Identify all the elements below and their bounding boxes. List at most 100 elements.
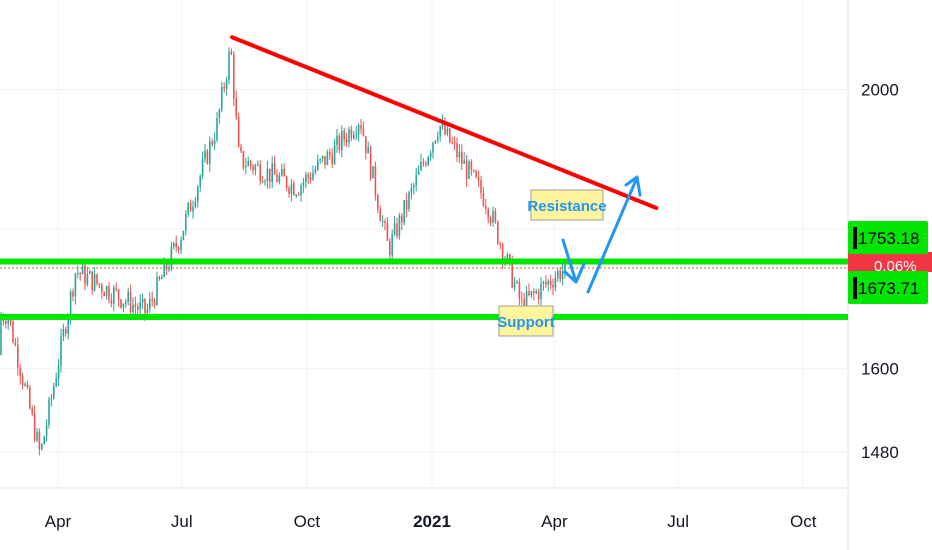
candle-body <box>494 211 497 222</box>
candle-body <box>283 169 285 177</box>
candle-body <box>276 174 278 182</box>
candle-body <box>199 175 201 187</box>
candle-body <box>405 199 408 210</box>
candle-body <box>197 186 199 202</box>
candle-body <box>36 431 38 441</box>
candle-body <box>237 116 240 147</box>
candle-body <box>518 281 521 299</box>
candle-body <box>77 273 79 275</box>
candle-body <box>189 202 192 212</box>
candle-body <box>101 285 103 293</box>
candle-body <box>53 386 55 398</box>
down-arrow-head-icon <box>563 262 586 284</box>
candle-body <box>182 230 185 240</box>
candle-body <box>153 300 156 305</box>
candlestick-series <box>0 47 569 456</box>
candle-body <box>7 316 9 324</box>
candle-body <box>353 134 355 138</box>
candle-body <box>213 140 216 145</box>
candle-body <box>242 151 245 168</box>
candle-body <box>410 187 413 193</box>
candle-body <box>201 159 204 176</box>
candle-body <box>393 223 396 235</box>
candle-body <box>441 122 444 127</box>
candle-body <box>0 316 2 355</box>
candle-body <box>547 280 549 285</box>
candle-body <box>233 54 235 99</box>
candle-body <box>506 254 509 260</box>
candle-body <box>516 281 518 283</box>
candle-body <box>81 265 84 275</box>
candle-body <box>290 183 293 194</box>
candle-body <box>165 261 168 270</box>
up-arrow-head-icon <box>624 175 642 197</box>
candle-body <box>192 206 194 212</box>
candle-body <box>458 151 461 158</box>
candle-body <box>86 273 89 285</box>
down-arrow-shaft <box>561 238 578 284</box>
time-axis: Apr Jul Oct 2021 Apr Jul Oct <box>45 512 817 531</box>
candle-body <box>38 431 41 450</box>
candle-body <box>338 135 341 151</box>
price-tick: 1480 <box>861 443 899 462</box>
candle-body <box>269 168 271 182</box>
candle-body <box>432 142 434 153</box>
candle-body <box>384 221 386 224</box>
candle-body <box>307 174 309 178</box>
candle-body <box>295 194 297 196</box>
candle-body <box>309 177 312 180</box>
candle-body <box>257 164 259 166</box>
candle-body <box>156 277 158 305</box>
candle-body <box>161 277 163 280</box>
candle-body <box>115 287 117 290</box>
candle-body <box>132 304 134 313</box>
candle-body <box>122 303 125 308</box>
candle-body <box>31 408 33 414</box>
candle-body <box>391 234 393 256</box>
candle-body <box>45 424 48 437</box>
candle-body <box>230 51 233 55</box>
candle-body <box>261 181 264 183</box>
candle-body <box>437 136 439 141</box>
candle-body <box>187 202 189 214</box>
candle-body <box>499 243 501 245</box>
resistance-trendline[interactable] <box>230 35 659 211</box>
candle-body <box>249 160 252 166</box>
candle-body <box>221 87 223 110</box>
candle-body <box>281 169 283 176</box>
candle-body <box>561 271 564 280</box>
support-note[interactable]: Support <box>497 305 555 337</box>
candle-body <box>417 170 420 175</box>
candle-body <box>273 163 276 175</box>
candle-body <box>324 156 326 165</box>
candle-body <box>302 182 305 186</box>
projection-arrows[interactable] <box>561 175 642 294</box>
candle-body <box>41 444 43 450</box>
candle-body <box>69 291 72 317</box>
candle-body <box>65 329 67 334</box>
candle-body <box>21 376 24 386</box>
resistance-note[interactable]: Resistance <box>527 189 607 221</box>
candle-body <box>489 218 492 223</box>
candle-body <box>33 413 36 441</box>
candle-body <box>108 286 110 300</box>
candle-body <box>420 161 422 171</box>
candle-body <box>120 299 122 308</box>
support-note-text: Support <box>497 314 555 331</box>
candle-body <box>113 287 115 304</box>
candle-body <box>398 215 401 237</box>
time-tick: Jul <box>171 512 193 531</box>
candle-body <box>559 270 561 280</box>
candle-body <box>355 133 357 135</box>
candle-body <box>480 180 482 194</box>
candle-body <box>137 307 139 310</box>
candle-body <box>168 267 170 270</box>
candle-body <box>266 168 269 182</box>
candle-body <box>362 128 365 136</box>
candle-body <box>540 283 542 300</box>
candle-body <box>372 166 374 179</box>
time-tick: Oct <box>294 512 321 531</box>
time-tick: Apr <box>45 512 72 531</box>
candle-body <box>158 277 161 280</box>
candle-body <box>422 161 425 164</box>
